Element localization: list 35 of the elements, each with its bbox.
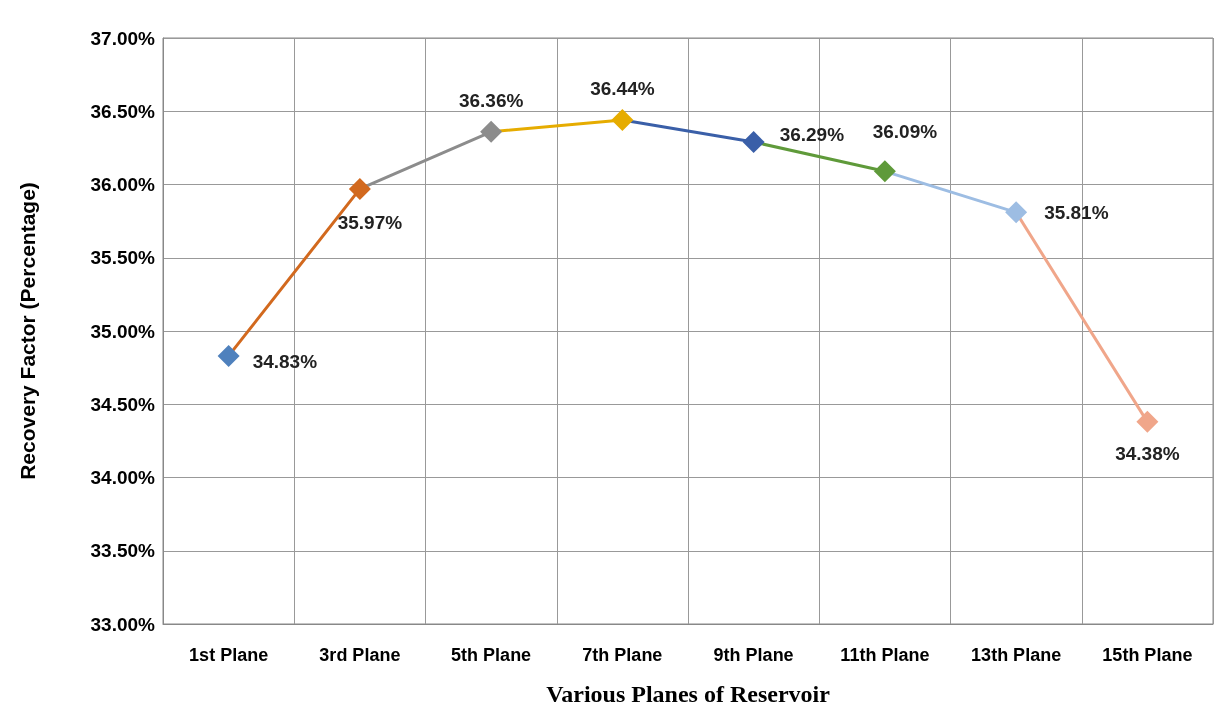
x-tick-label: 13th Plane — [971, 645, 1062, 665]
data-label: 34.83% — [252, 351, 318, 373]
data-label: 35.81% — [1044, 201, 1109, 223]
data-label: 36.44% — [590, 78, 655, 100]
data-label: 36.36% — [458, 89, 524, 111]
y-axis-title: Recovery Factor (Percentage) — [16, 182, 39, 480]
point — [873, 160, 896, 183]
point — [480, 120, 503, 143]
y-tick-label: 35.50% — [90, 247, 156, 269]
data-label: 34.38% — [1115, 442, 1180, 464]
x-tick-label: 5th Plane — [451, 645, 532, 665]
y-tick-label: 37.00% — [90, 27, 156, 49]
point — [348, 177, 371, 200]
y-tick-label: 33.50% — [90, 540, 156, 562]
y-tick-label: 34.00% — [90, 467, 156, 488]
point — [1136, 410, 1159, 433]
point — [217, 344, 240, 367]
y-tick-label: 36.00% — [90, 174, 156, 195]
x-tick-label: 9th Plane — [713, 645, 794, 665]
data-label: 36.09% — [872, 121, 938, 143]
data-label: 35.97% — [337, 211, 403, 233]
y-tick-label: 34.50% — [90, 393, 156, 415]
data-label: 36.29% — [779, 123, 845, 145]
x-tick-label: 3rd Plane — [319, 645, 401, 665]
point — [1005, 201, 1028, 224]
x-tick-label: 11th Plane — [840, 645, 930, 665]
x-tick-label: 15th Plane — [1102, 645, 1193, 665]
point — [611, 109, 634, 132]
x-axis-title: Various Planes of Reservoir — [546, 681, 831, 707]
y-tick-label: 33.00% — [90, 613, 156, 635]
y-tick-label: 35.00% — [90, 320, 156, 342]
y-tick-label: 36.50% — [90, 100, 156, 122]
x-tick-label: 1st Plane — [189, 645, 269, 665]
x-tick-label: 7th Plane — [582, 645, 663, 665]
point — [742, 131, 765, 154]
